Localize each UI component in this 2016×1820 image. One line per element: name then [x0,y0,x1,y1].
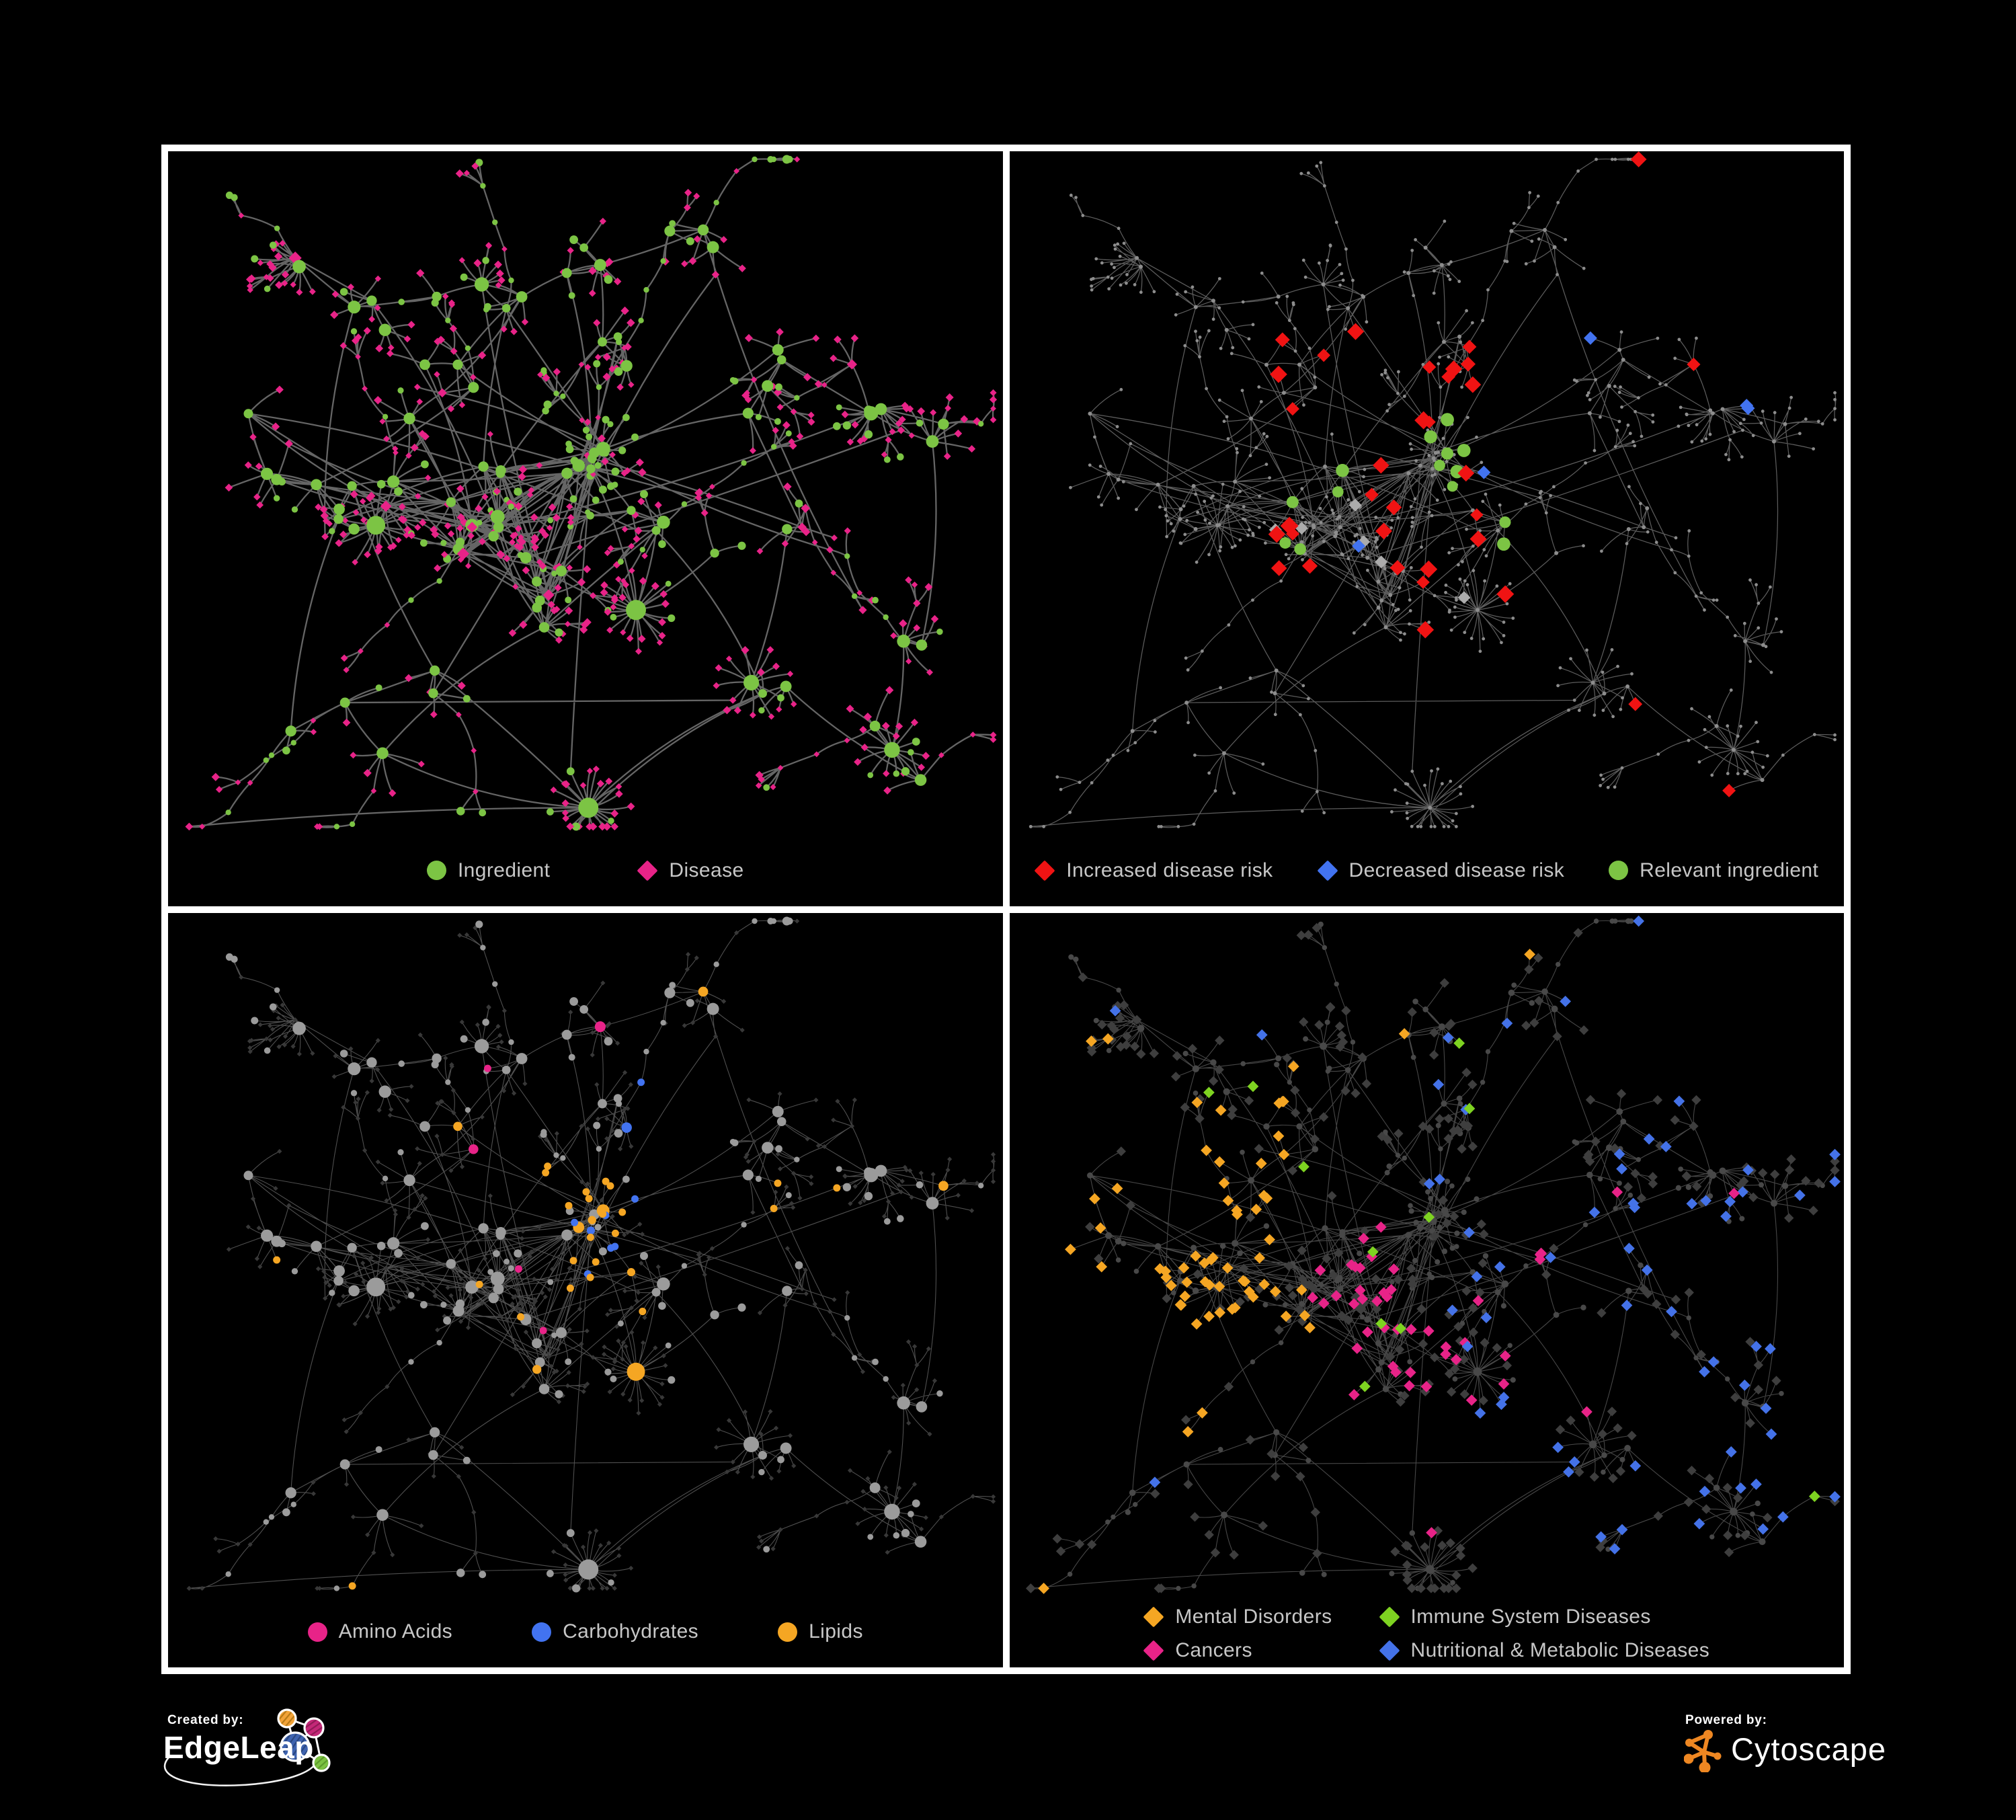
legend-item-cancers: Cancers [1143,1639,1332,1662]
cytoscape-logo-text: Cytoscape [1731,1731,1887,1767]
nutritional-metabolic-diseases-diamond-marker [1378,1640,1400,1661]
legend-item-relevant-ingredient: Relevant ingredient [1609,859,1818,882]
legend-label: Immune System Diseases [1410,1606,1651,1628]
panel-disease-risk: Increased disease risk Decreased disease … [1009,151,1845,906]
legend-label: Cancers [1175,1639,1252,1661]
legend-label: Disease [669,859,744,881]
cytoscape-logo-icon [1684,1730,1722,1772]
legend-label: Lipids [809,1620,863,1643]
legend-label: Decreased disease risk [1348,859,1565,881]
cancers-diamond-marker [1143,1640,1164,1661]
legend-ingredient-classes: Amino Acids Carbohydrates Lipids [168,1620,1003,1643]
powered-by-block: Powered by: Cytoscape [1684,1713,2000,1801]
legend-item-nutritional-metabolic-diseases: Nutritional & Metabolic Diseases [1378,1639,1710,1662]
edgeleap-logo-text: EdgeLeap [163,1730,314,1765]
legend-item-ingredient: Ingredient [426,859,551,882]
legend-item-disease: Disease [637,859,743,882]
legend-disease-classes: Mental Disorders Immune System Diseases Ca… [1010,1606,1845,1662]
legend-item-mental-disorders: Mental Disorders [1143,1606,1332,1628]
increased-disease-risk-diamond-marker [1034,859,1055,881]
legend-item-lipids: Lipids [778,1620,863,1643]
powered-by-label: Powered by: [1685,1713,1767,1727]
relevant-ingredient-circle-marker [1609,861,1629,880]
legend-label: Amino Acids [338,1620,453,1643]
network-graph-ingredient-disease [185,155,998,831]
legend-ingredient-disease: Ingredient Disease [168,859,1003,882]
panel-disease-classes: Mental Disorders Immune System Diseases Ca… [1009,912,1845,1667]
amino-acids-circle-marker [307,1622,327,1642]
disease-diamond-marker [637,859,658,881]
created-by-block: Created by: EdgeLeap [163,1708,526,1814]
panel-ingredient-classes: Amino Acids Carbohydrates Lipids [168,912,1003,1667]
network-graph-disease-classes [1025,915,1841,1594]
decreased-disease-risk-diamond-marker [1316,859,1338,881]
network-graph-disease-risk [1029,151,1837,828]
immune-system-diseases-diamond-marker [1378,1606,1400,1628]
mental-disorders-diamond-marker [1143,1606,1164,1628]
legend-label: Carbohydrates [563,1620,699,1643]
legend-item-amino-acids: Amino Acids [307,1620,453,1643]
legend-disease-risk: Increased disease risk Decreased disease … [1010,859,1845,882]
legend-label: Nutritional & Metabolic Diseases [1410,1639,1710,1661]
lipids-circle-marker [778,1622,798,1642]
edgeleap-logo-icon [163,1708,331,1786]
legend-label: Increased disease risk [1066,859,1273,881]
network-graph-ingredient-classes [186,916,996,1593]
panel-ingredient-disease: Ingredient Disease [168,151,1003,906]
legend-item-carbohydrates: Carbohydrates [532,1620,698,1643]
legend-item-immune-system-diseases: Immune System Diseases [1378,1606,1710,1628]
legend-label: Ingredient [457,859,551,881]
ingredient-circle-marker [426,861,446,880]
legend-label: Mental Disorders [1175,1606,1332,1628]
carbohydrates-circle-marker [532,1622,552,1642]
panel-grid: Ingredient Disease Increased disease risk… [161,145,1851,1674]
legend-item-increased-disease-risk: Increased disease risk [1034,859,1273,882]
legend-label: Relevant ingredient [1640,859,1819,881]
legend-item-decreased-disease-risk: Decreased disease risk [1316,859,1565,882]
created-by-label: Created by: [167,1713,244,1727]
